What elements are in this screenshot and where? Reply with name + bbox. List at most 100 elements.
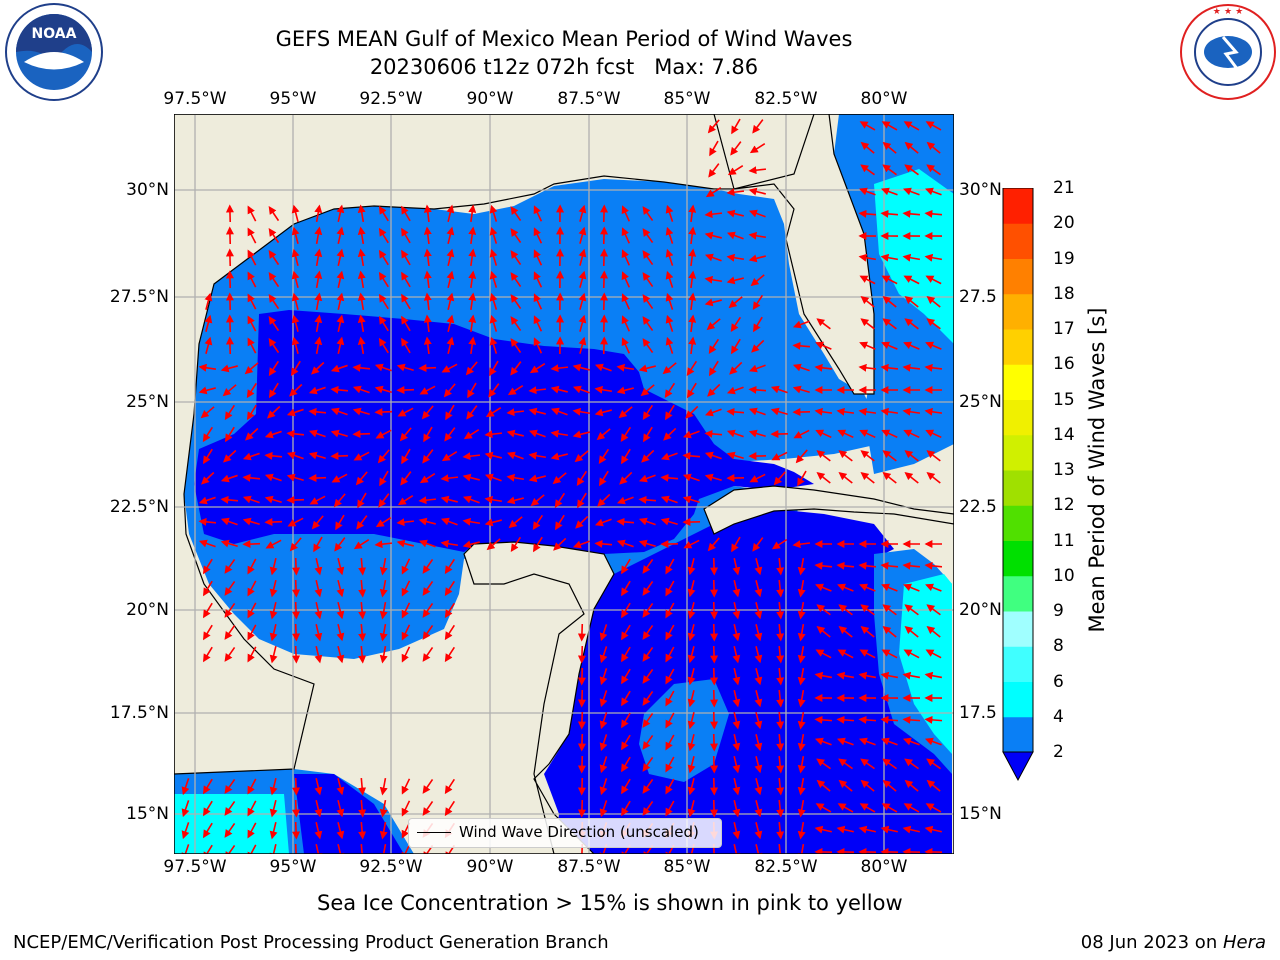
wind-arrow: [378, 205, 389, 222]
plot-title: GEFS MEAN Gulf of Mexico Mean Period of …: [275, 27, 853, 51]
wind-arrow: [510, 250, 522, 266]
lon-tick-top: 80°W: [860, 89, 908, 109]
wind-arrow: [422, 624, 434, 640]
wind-arrow: [379, 843, 388, 854]
wind-arrow: [291, 292, 300, 310]
wind-arrow: [336, 844, 345, 854]
wind-arrow: [838, 450, 853, 462]
wind-arrow: [397, 407, 414, 417]
lat-tick-right: 30°N: [959, 180, 1002, 200]
wind-arrow: [396, 386, 415, 395]
wind-arrow: [598, 448, 610, 465]
wind-arrow: [732, 844, 741, 854]
wind-arrow: [858, 671, 877, 680]
wind-arrow: [642, 404, 654, 421]
wind-arrow: [797, 821, 806, 840]
colorbar-segment: [1003, 223, 1033, 259]
wind-arrow: [510, 228, 522, 244]
wind-arrow: [242, 473, 261, 482]
wind-arrow: [550, 385, 568, 394]
wind-arrow: [925, 121, 942, 131]
wind-arrow: [621, 337, 631, 354]
wind-arrow: [352, 407, 370, 416]
wind-arrow: [352, 430, 371, 439]
wind-arrow: [814, 561, 833, 570]
wind-arrow: [401, 315, 411, 332]
wind-arrow: [642, 294, 654, 310]
wind-arrow: [203, 778, 213, 795]
wind-arrow: [577, 755, 586, 774]
wind-arrow: [203, 580, 213, 597]
wind-arrow: [858, 407, 877, 416]
wind-arrow: [732, 624, 741, 642]
wind-arrow: [776, 755, 785, 774]
wind-arrow: [401, 624, 411, 641]
wind-arrow: [269, 558, 278, 576]
wind-arrow: [314, 844, 323, 854]
wind-arrow: [860, 472, 875, 484]
wind-arrow: [330, 364, 348, 373]
wind-arrow: [726, 231, 744, 240]
wind-arrow: [642, 690, 654, 706]
wind-arrow: [665, 624, 675, 641]
wind-arrow: [533, 536, 543, 553]
wind-arrow: [336, 800, 345, 818]
colorbar-tick-label: 16: [1053, 354, 1075, 375]
wind-arrow: [665, 712, 675, 729]
wind-arrow: [224, 624, 236, 640]
wind-arrow: [484, 495, 503, 504]
wind-arrow: [292, 843, 301, 854]
wind-arrow: [401, 844, 411, 854]
wind-arrow: [578, 204, 587, 222]
colorbar-segment: [1003, 716, 1033, 753]
wind-arrow: [838, 758, 853, 770]
wind-arrow: [621, 448, 631, 465]
wind-arrow: [815, 649, 832, 659]
wind-arrow: [247, 602, 257, 619]
wind-arrow: [752, 537, 764, 552]
wind-arrow: [814, 715, 833, 724]
wind-arrow: [489, 226, 498, 244]
wind-arrow: [336, 822, 345, 840]
wind-arrow: [665, 756, 675, 773]
wind-arrow: [220, 539, 238, 548]
colorbar-title: Mean Period of Wind Waves [s]: [1085, 307, 1109, 633]
wind-arrow: [665, 734, 675, 751]
colorbar-segment: [1003, 646, 1033, 682]
wind-arrow: [621, 624, 631, 641]
wind-arrow: [616, 539, 634, 548]
wind-arrow: [336, 624, 345, 642]
wind-arrow: [642, 272, 654, 288]
wind-arrow: [335, 514, 345, 531]
wind-arrow: [797, 557, 806, 576]
wind-arrow: [815, 583, 832, 592]
wind-arrow: [379, 557, 388, 576]
wind-arrow: [422, 558, 434, 574]
wind-arrow: [572, 385, 590, 394]
wind-arrow: [600, 248, 609, 267]
wind-arrow: [355, 471, 368, 486]
wind-arrow: [379, 645, 388, 664]
wind-arrow: [816, 472, 831, 484]
wind-arrow: [710, 623, 719, 642]
wind-arrow: [286, 429, 305, 438]
wind-arrow: [924, 671, 943, 680]
wind-arrow: [904, 318, 919, 330]
wind-arrow: [771, 451, 788, 461]
wind-arrow: [443, 383, 456, 398]
wind-arrow: [599, 624, 608, 642]
wind-arrow: [859, 275, 876, 285]
lat-tick-right: 20°N: [959, 600, 1002, 620]
wind-arrow: [423, 226, 432, 245]
wind-arrow: [378, 493, 390, 508]
colorbar-tick-label: 21: [1053, 178, 1075, 198]
colorbar-segment: [1003, 293, 1033, 330]
wind-arrow: [665, 204, 674, 222]
colorbar-tick-label: 10: [1053, 565, 1075, 586]
wind-arrow: [441, 451, 458, 462]
wind-arrow: [797, 799, 806, 818]
wind-arrow: [688, 248, 697, 267]
wind-arrow: [660, 517, 678, 526]
legend-line-sample: [417, 832, 451, 833]
wind-arrow: [776, 667, 785, 686]
